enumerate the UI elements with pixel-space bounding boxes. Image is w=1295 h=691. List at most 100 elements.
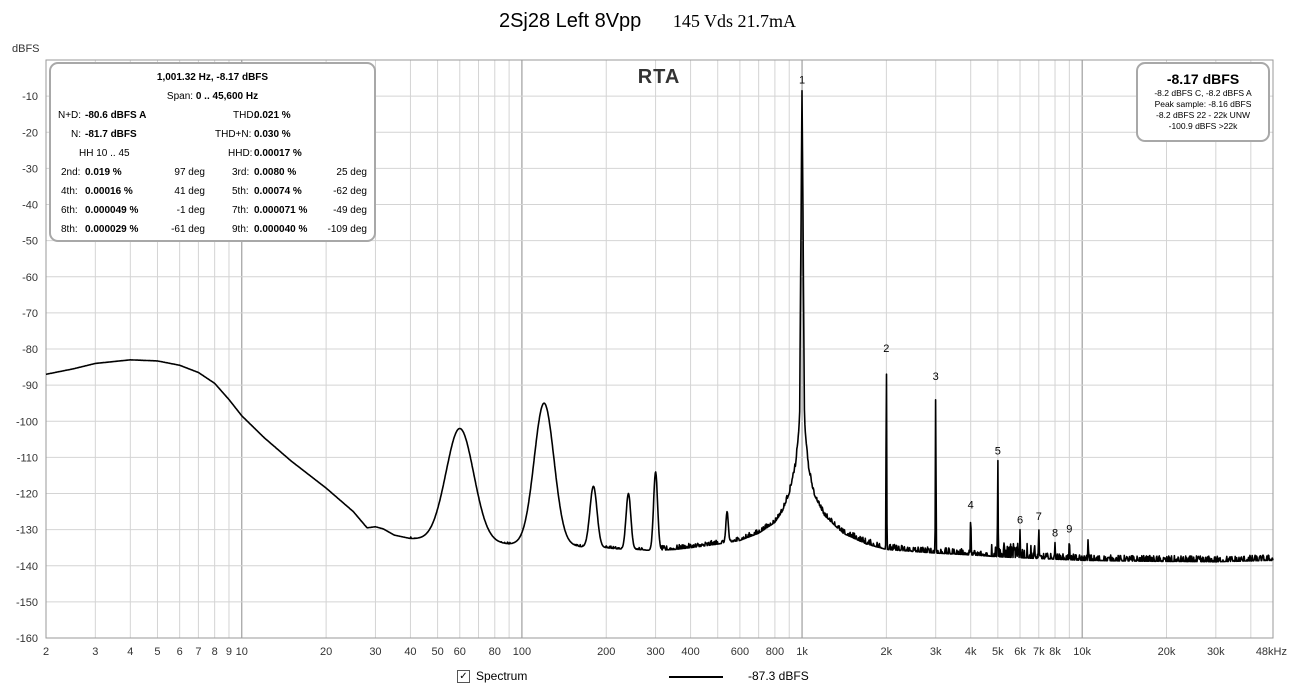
nd-label: N+D: xyxy=(58,110,82,121)
harmonic-level-value: 0.019 % xyxy=(85,167,122,178)
harmonic-phase-value: -62 deg xyxy=(333,186,367,197)
y-tick-label: -30 xyxy=(22,163,38,175)
level-peak-sample: Peak sample: -8.16 dBFS xyxy=(1154,99,1252,109)
spectrum-visibility-checkbox[interactable]: ✓ xyxy=(457,670,470,683)
distortion-stats-panel[interactable]: 1,001.32 Hz, -8.17 dBFS Span: 0 .. 45,60… xyxy=(49,62,376,242)
level-unweighted: -8.2 dBFS 22 - 22k UNW xyxy=(1155,110,1250,120)
y-tick-label: -120 xyxy=(16,489,38,501)
level-meter-panel[interactable]: -8.17 dBFS -8.2 dBFS C, -8.2 dBFS A Peak… xyxy=(1136,62,1270,142)
harmonic-row: 4th: 0.00016 % 41 deg 5th: 0.00074 % -62 deg xyxy=(57,182,368,201)
x-tick-label: 5k xyxy=(992,646,1004,658)
harmonic-level-value: 0.000071 % xyxy=(254,205,308,216)
panel-label-rta: RTA xyxy=(638,66,681,88)
x-tick-label: 50 xyxy=(431,646,443,658)
x-tick-label: 100 xyxy=(513,646,531,658)
y-tick-label: -90 xyxy=(22,380,38,392)
chart-axes xyxy=(45,59,1274,639)
nd-value: -80.6 dBFS A xyxy=(85,110,147,121)
y-tick-label: -20 xyxy=(22,127,38,139)
harmonic-order-label: 4th: xyxy=(61,186,78,197)
harmonic-marker-8: 8 xyxy=(1052,527,1058,539)
level-above-22k: -100.9 dBFS >22k xyxy=(1168,121,1238,131)
x-tick-label: 8 xyxy=(212,646,218,658)
harmonic-level-value: 0.00016 % xyxy=(85,186,133,197)
x-tick-label: 600 xyxy=(731,646,749,658)
x-tick-label: 10k xyxy=(1073,646,1091,658)
x-tick-label: 400 xyxy=(681,646,699,658)
x-tick-label: 48kHz xyxy=(1256,646,1287,658)
harmonic-level-value: 0.000049 % xyxy=(85,205,139,216)
y-tick-labels: -10 -20 -30 -40 -50 -60 -70 -80 -90 -100 -110 -120 -… xyxy=(16,91,38,645)
stats-row-n-thdn: N: -81.7 dBFS THD+N: 0.030 % xyxy=(57,125,368,144)
y-tick-label: -40 xyxy=(22,200,38,212)
harmonic-phase-value: 25 deg xyxy=(336,167,367,178)
x-tick-label: 20 xyxy=(320,646,332,658)
harmonic-marker-3: 3 xyxy=(933,371,939,383)
stats-row-nd-thd: N+D: -80.6 dBFS A THD: 0.021 % xyxy=(57,106,368,125)
plot-frame xyxy=(45,59,1274,639)
harmonic-marker-6: 6 xyxy=(1017,515,1023,527)
x-tick-label: 10 xyxy=(236,646,248,658)
legend-cursor-value: -87.3 dBFS xyxy=(748,669,809,683)
harmonic-level-value: 0.0080 % xyxy=(254,167,297,178)
harmonic-marker-5: 5 xyxy=(995,445,1001,457)
y-tick-label: -50 xyxy=(22,236,38,248)
legend-series-name: Spectrum xyxy=(476,669,528,683)
x-tick-label: 5 xyxy=(154,646,160,658)
level-main-value: -8.17 dBFS xyxy=(1166,71,1240,87)
x-tick-label: 1k xyxy=(796,646,808,658)
y-tick-label: -10 xyxy=(22,91,38,103)
y-tick-label: -160 xyxy=(16,633,38,645)
harmonic-order-label: 6th: xyxy=(61,205,78,216)
y-tick-label: -130 xyxy=(16,525,38,537)
y-tick-label: -140 xyxy=(16,561,38,573)
spectrum-series-line xyxy=(45,89,1274,563)
x-tick-label: 20k xyxy=(1158,646,1176,658)
x-tick-label: 7k xyxy=(1033,646,1045,658)
harmonic-phase-value: -1 deg xyxy=(176,205,205,216)
x-tick-label: 4 xyxy=(127,646,133,658)
x-tick-label: 800 xyxy=(766,646,784,658)
y-tick-label: -70 xyxy=(22,308,38,320)
x-tick-label: 6 xyxy=(177,646,183,658)
chart-legend: ✓ Spectrum -87.3 dBFS xyxy=(0,666,1295,688)
harmonic-order-label: 2nd: xyxy=(61,167,81,178)
harmonic-marker-2: 2 xyxy=(883,343,889,355)
n-label: N: xyxy=(71,129,81,140)
x-tick-label: 60 xyxy=(454,646,466,658)
hh-label: HH 10 .. 45 xyxy=(79,148,130,159)
harmonic-order-label: 9th: xyxy=(232,224,249,235)
x-tick-label: 8k xyxy=(1049,646,1061,658)
stats-row-hhd: HH 10 .. 45 HHD: 0.00017 % xyxy=(57,144,368,163)
harmonic-phase-value: -49 deg xyxy=(333,205,367,216)
harmonics-table: 2nd: 0.019 % 97 deg 3rd: 0.0080 % 25 deg 4th: 0… xyxy=(57,163,368,239)
harmonic-order-label: 7th: xyxy=(232,205,249,216)
x-tick-label: 40 xyxy=(404,646,416,658)
chart-title-sub: 145 Vds 21.7mA xyxy=(672,11,797,31)
harmonic-phase-value: 41 deg xyxy=(174,186,205,197)
harmonic-level-value: 0.000029 % xyxy=(85,224,139,235)
legend-line-swatch xyxy=(669,676,723,678)
chart-title-main: 2Sj28 Left 8Vpp xyxy=(498,10,642,32)
hhd-value: 0.00017 % xyxy=(254,148,302,159)
chart-title: 2Sj28 Left 8Vpp 145 Vds 21.7mA xyxy=(0,10,1295,33)
harmonic-level-value: 0.000040 % xyxy=(254,224,308,235)
harmonic-phase-value: 97 deg xyxy=(174,167,205,178)
x-tick-label: 2 xyxy=(43,646,49,658)
harmonic-order-label: 3rd: xyxy=(232,167,250,178)
thdn-label: THD+N: xyxy=(215,129,252,140)
y-tick-label: -60 xyxy=(22,272,38,284)
y-tick-label: -100 xyxy=(16,416,38,428)
x-tick-label: 30k xyxy=(1207,646,1225,658)
harmonic-row: 8th: 0.000029 % -61 deg 9th: 0.000040 % -109 … xyxy=(57,220,368,239)
fundamental-readout: 1,001.32 Hz, -8.17 dBFS xyxy=(156,72,269,83)
harmonic-order-label: 8th: xyxy=(61,224,78,235)
y-tick-label: -80 xyxy=(22,344,38,356)
thdn-value: 0.030 % xyxy=(254,129,291,140)
x-tick-labels: 2 3 4 5 6 7 8 9 10 20 30 40 50 60 80 100 200 300 400 600 800… xyxy=(43,646,1287,658)
x-tick-label: 300 xyxy=(646,646,664,658)
harmonic-row: 2nd: 0.019 % 97 deg 3rd: 0.0080 % 25 deg xyxy=(57,163,368,182)
harmonic-order-label: 5th: xyxy=(232,186,249,197)
span-readout: Span: 0 .. 45,600 Hz xyxy=(166,90,259,102)
x-tick-label: 2k xyxy=(881,646,893,658)
